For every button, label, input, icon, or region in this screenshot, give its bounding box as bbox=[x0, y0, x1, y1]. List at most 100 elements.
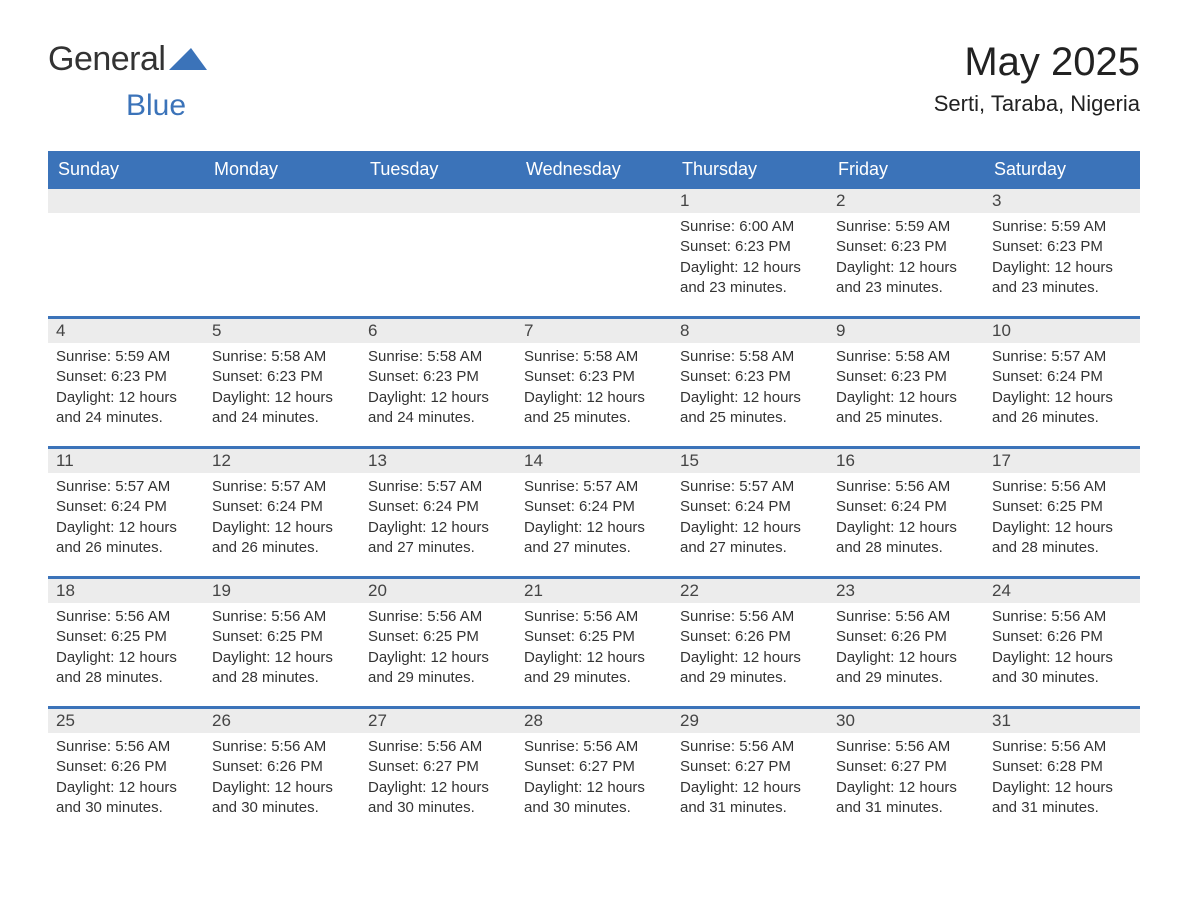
week-row: 1Sunrise: 6:00 AMSunset: 6:23 PMDaylight… bbox=[48, 187, 1140, 317]
sunrise-text: Sunrise: 5:57 AM bbox=[680, 477, 820, 497]
sunset-text: Sunset: 6:24 PM bbox=[56, 497, 196, 517]
sunset-text: Sunset: 6:24 PM bbox=[992, 367, 1132, 387]
daylight-text: Daylight: 12 hours and 26 minutes. bbox=[212, 518, 352, 559]
daylight-text: Daylight: 12 hours and 30 minutes. bbox=[368, 778, 508, 819]
day-body: Sunrise: 5:56 AMSunset: 6:26 PMDaylight:… bbox=[204, 733, 360, 826]
daylight-text: Daylight: 12 hours and 30 minutes. bbox=[992, 648, 1132, 689]
day-number: 4 bbox=[48, 318, 204, 343]
day-number: 23 bbox=[828, 578, 984, 603]
day-cell: 19Sunrise: 5:56 AMSunset: 6:25 PMDayligh… bbox=[204, 577, 360, 707]
sunset-text: Sunset: 6:27 PM bbox=[680, 757, 820, 777]
day-number: 21 bbox=[516, 578, 672, 603]
daylight-text: Daylight: 12 hours and 30 minutes. bbox=[212, 778, 352, 819]
daylight-text: Daylight: 12 hours and 29 minutes. bbox=[368, 648, 508, 689]
sunrise-text: Sunrise: 5:57 AM bbox=[992, 347, 1132, 367]
day-body: Sunrise: 5:57 AMSunset: 6:24 PMDaylight:… bbox=[48, 473, 204, 566]
sunset-text: Sunset: 6:23 PM bbox=[680, 237, 820, 257]
sunset-text: Sunset: 6:25 PM bbox=[56, 627, 196, 647]
day-number bbox=[360, 188, 516, 213]
day-number: 3 bbox=[984, 188, 1140, 213]
sunrise-text: Sunrise: 5:57 AM bbox=[56, 477, 196, 497]
sunset-text: Sunset: 6:23 PM bbox=[992, 237, 1132, 257]
day-cell: 17Sunrise: 5:56 AMSunset: 6:25 PMDayligh… bbox=[984, 447, 1140, 577]
day-header-sunday: Sunday bbox=[48, 152, 204, 187]
day-body: Sunrise: 5:58 AMSunset: 6:23 PMDaylight:… bbox=[516, 343, 672, 436]
sunset-text: Sunset: 6:25 PM bbox=[524, 627, 664, 647]
day-body: Sunrise: 5:56 AMSunset: 6:25 PMDaylight:… bbox=[204, 603, 360, 696]
sunset-text: Sunset: 6:25 PM bbox=[368, 627, 508, 647]
day-number: 18 bbox=[48, 578, 204, 603]
daylight-text: Daylight: 12 hours and 25 minutes. bbox=[680, 388, 820, 429]
sunrise-text: Sunrise: 5:56 AM bbox=[992, 737, 1132, 757]
sunrise-text: Sunrise: 5:56 AM bbox=[212, 737, 352, 757]
daylight-text: Daylight: 12 hours and 28 minutes. bbox=[836, 518, 976, 559]
daylight-text: Daylight: 12 hours and 30 minutes. bbox=[56, 778, 196, 819]
day-body: Sunrise: 5:58 AMSunset: 6:23 PMDaylight:… bbox=[204, 343, 360, 436]
daylight-text: Daylight: 12 hours and 31 minutes. bbox=[836, 778, 976, 819]
day-number: 2 bbox=[828, 188, 984, 213]
day-cell: 27Sunrise: 5:56 AMSunset: 6:27 PMDayligh… bbox=[360, 707, 516, 837]
day-number: 15 bbox=[672, 448, 828, 473]
daylight-text: Daylight: 12 hours and 23 minutes. bbox=[680, 258, 820, 299]
day-cell: 20 Sunrise: 5:56 AMSunset: 6:25 PMDayligh… bbox=[360, 577, 516, 707]
day-cell: 22Sunrise: 5:56 AMSunset: 6:26 PMDayligh… bbox=[672, 577, 828, 707]
sunrise-text: Sunrise: 5:56 AM bbox=[836, 737, 976, 757]
day-number: 10 bbox=[984, 318, 1140, 343]
day-body: Sunrise: 5:59 AMSunset: 6:23 PMDaylight:… bbox=[48, 343, 204, 436]
sunrise-text: Sunrise: 5:56 AM bbox=[836, 477, 976, 497]
day-body: Sunrise: 5:56 AMSunset: 6:27 PMDaylight:… bbox=[360, 733, 516, 826]
sunrise-text: Sunrise: 5:59 AM bbox=[992, 217, 1132, 237]
day-body: Sunrise: 5:56 AMSunset: 6:26 PMDaylight:… bbox=[672, 603, 828, 696]
sunset-text: Sunset: 6:25 PM bbox=[212, 627, 352, 647]
sunset-text: Sunset: 6:26 PM bbox=[56, 757, 196, 777]
sunrise-text: Sunrise: 5:57 AM bbox=[368, 477, 508, 497]
day-body: Sunrise: 5:56 AMSunset: 6:26 PMDaylight:… bbox=[828, 603, 984, 696]
day-body: Sunrise: 5:56 AMSunset: 6:26 PMDaylight:… bbox=[48, 733, 204, 826]
sunrise-text: Sunrise: 5:57 AM bbox=[524, 477, 664, 497]
daylight-text: Daylight: 12 hours and 24 minutes. bbox=[56, 388, 196, 429]
daylight-text: Daylight: 12 hours and 27 minutes. bbox=[368, 518, 508, 559]
day-body: Sunrise: 5:56 AMSunset: 6:27 PMDaylight:… bbox=[828, 733, 984, 826]
day-cell: 14Sunrise: 5:57 AMSunset: 6:24 PMDayligh… bbox=[516, 447, 672, 577]
sunset-text: Sunset: 6:26 PM bbox=[212, 757, 352, 777]
day-body bbox=[516, 213, 672, 225]
month-title: May 2025 bbox=[934, 40, 1140, 85]
day-body bbox=[360, 213, 516, 225]
sunrise-text: Sunrise: 5:56 AM bbox=[368, 607, 508, 627]
sunrise-text: Sunrise: 5:58 AM bbox=[836, 347, 976, 367]
day-body: Sunrise: 6:00 AMSunset: 6:23 PMDaylight:… bbox=[672, 213, 828, 306]
day-body: Sunrise: 5:56 AMSunset: 6:26 PMDaylight:… bbox=[984, 603, 1140, 696]
day-body: Sunrise: 5:59 AMSunset: 6:23 PMDaylight:… bbox=[828, 213, 984, 306]
day-body: Sunrise: 5:57 AMSunset: 6:24 PMDaylight:… bbox=[672, 473, 828, 566]
day-cell: 10Sunrise: 5:57 AMSunset: 6:24 PMDayligh… bbox=[984, 317, 1140, 447]
day-number: 25 bbox=[48, 708, 204, 733]
daylight-text: Daylight: 12 hours and 27 minutes. bbox=[524, 518, 664, 559]
daylight-text: Daylight: 12 hours and 31 minutes. bbox=[680, 778, 820, 819]
sunrise-text: Sunrise: 5:56 AM bbox=[212, 607, 352, 627]
title-block: May 2025 Serti, Taraba, Nigeria bbox=[934, 40, 1140, 117]
day-number: 17 bbox=[984, 448, 1140, 473]
sunrise-text: Sunrise: 5:57 AM bbox=[212, 477, 352, 497]
daylight-text: Daylight: 12 hours and 29 minutes. bbox=[836, 648, 976, 689]
day-number: 31 bbox=[984, 708, 1140, 733]
sunrise-text: Sunrise: 5:56 AM bbox=[992, 607, 1132, 627]
day-number: 27 bbox=[360, 708, 516, 733]
sunset-text: Sunset: 6:23 PM bbox=[680, 367, 820, 387]
day-body: Sunrise: 5:57 AMSunset: 6:24 PMDaylight:… bbox=[984, 343, 1140, 436]
sunrise-text: Sunrise: 5:56 AM bbox=[524, 607, 664, 627]
sunrise-text: Sunrise: 5:58 AM bbox=[524, 347, 664, 367]
day-number: 20 bbox=[360, 578, 516, 603]
day-cell: 21Sunrise: 5:56 AMSunset: 6:25 PMDayligh… bbox=[516, 577, 672, 707]
day-body: Sunrise: 5:56 AMSunset: 6:27 PMDaylight:… bbox=[672, 733, 828, 826]
day-body bbox=[48, 213, 204, 225]
day-number: 19 bbox=[204, 578, 360, 603]
sunset-text: Sunset: 6:23 PM bbox=[212, 367, 352, 387]
day-body: Sunrise: 5:56 AMSunset: 6:27 PMDaylight:… bbox=[516, 733, 672, 826]
sunrise-text: Sunrise: 5:58 AM bbox=[212, 347, 352, 367]
day-number bbox=[204, 188, 360, 213]
sunset-text: Sunset: 6:26 PM bbox=[836, 627, 976, 647]
sunset-text: Sunset: 6:24 PM bbox=[524, 497, 664, 517]
sunset-text: Sunset: 6:27 PM bbox=[524, 757, 664, 777]
day-cell: 4Sunrise: 5:59 AMSunset: 6:23 PMDaylight… bbox=[48, 317, 204, 447]
logo: General bbox=[48, 40, 207, 79]
